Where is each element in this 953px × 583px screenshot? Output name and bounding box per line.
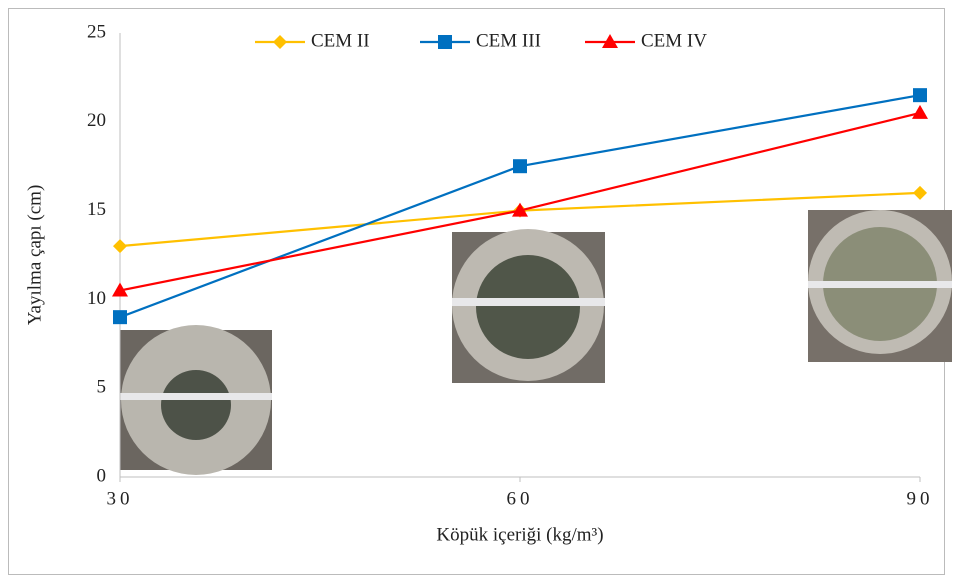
y-tick-label: 20 — [87, 110, 106, 131]
y-tick-label: 15 — [87, 199, 106, 220]
legend-label: CEM IV — [641, 30, 707, 51]
data-point — [913, 88, 927, 102]
chart: Yayılma çapı (cm) Köpük içeriği (kg/m³) … — [0, 0, 953, 583]
x-tick-label: 30 — [107, 488, 134, 509]
photo — [452, 229, 605, 383]
legend-label: CEM III — [476, 30, 541, 51]
x-axis-label: Köpük içeriği (kg/m³) — [436, 524, 603, 545]
y-axis-label: Yayılma çapı (cm) — [24, 185, 45, 326]
data-point — [113, 310, 127, 324]
y-tick-label: 10 — [87, 288, 106, 309]
y-tick-label: 25 — [87, 21, 106, 42]
y-tick-label: 5 — [97, 377, 107, 398]
data-point — [513, 159, 527, 173]
legend-label: CEM II — [311, 30, 370, 51]
legend-marker — [438, 35, 452, 49]
x-tick-label: 60 — [507, 488, 534, 509]
y-tick-label: 0 — [97, 465, 107, 486]
photo — [808, 210, 952, 362]
photo — [120, 325, 272, 475]
x-tick-label: 90 — [907, 488, 934, 509]
